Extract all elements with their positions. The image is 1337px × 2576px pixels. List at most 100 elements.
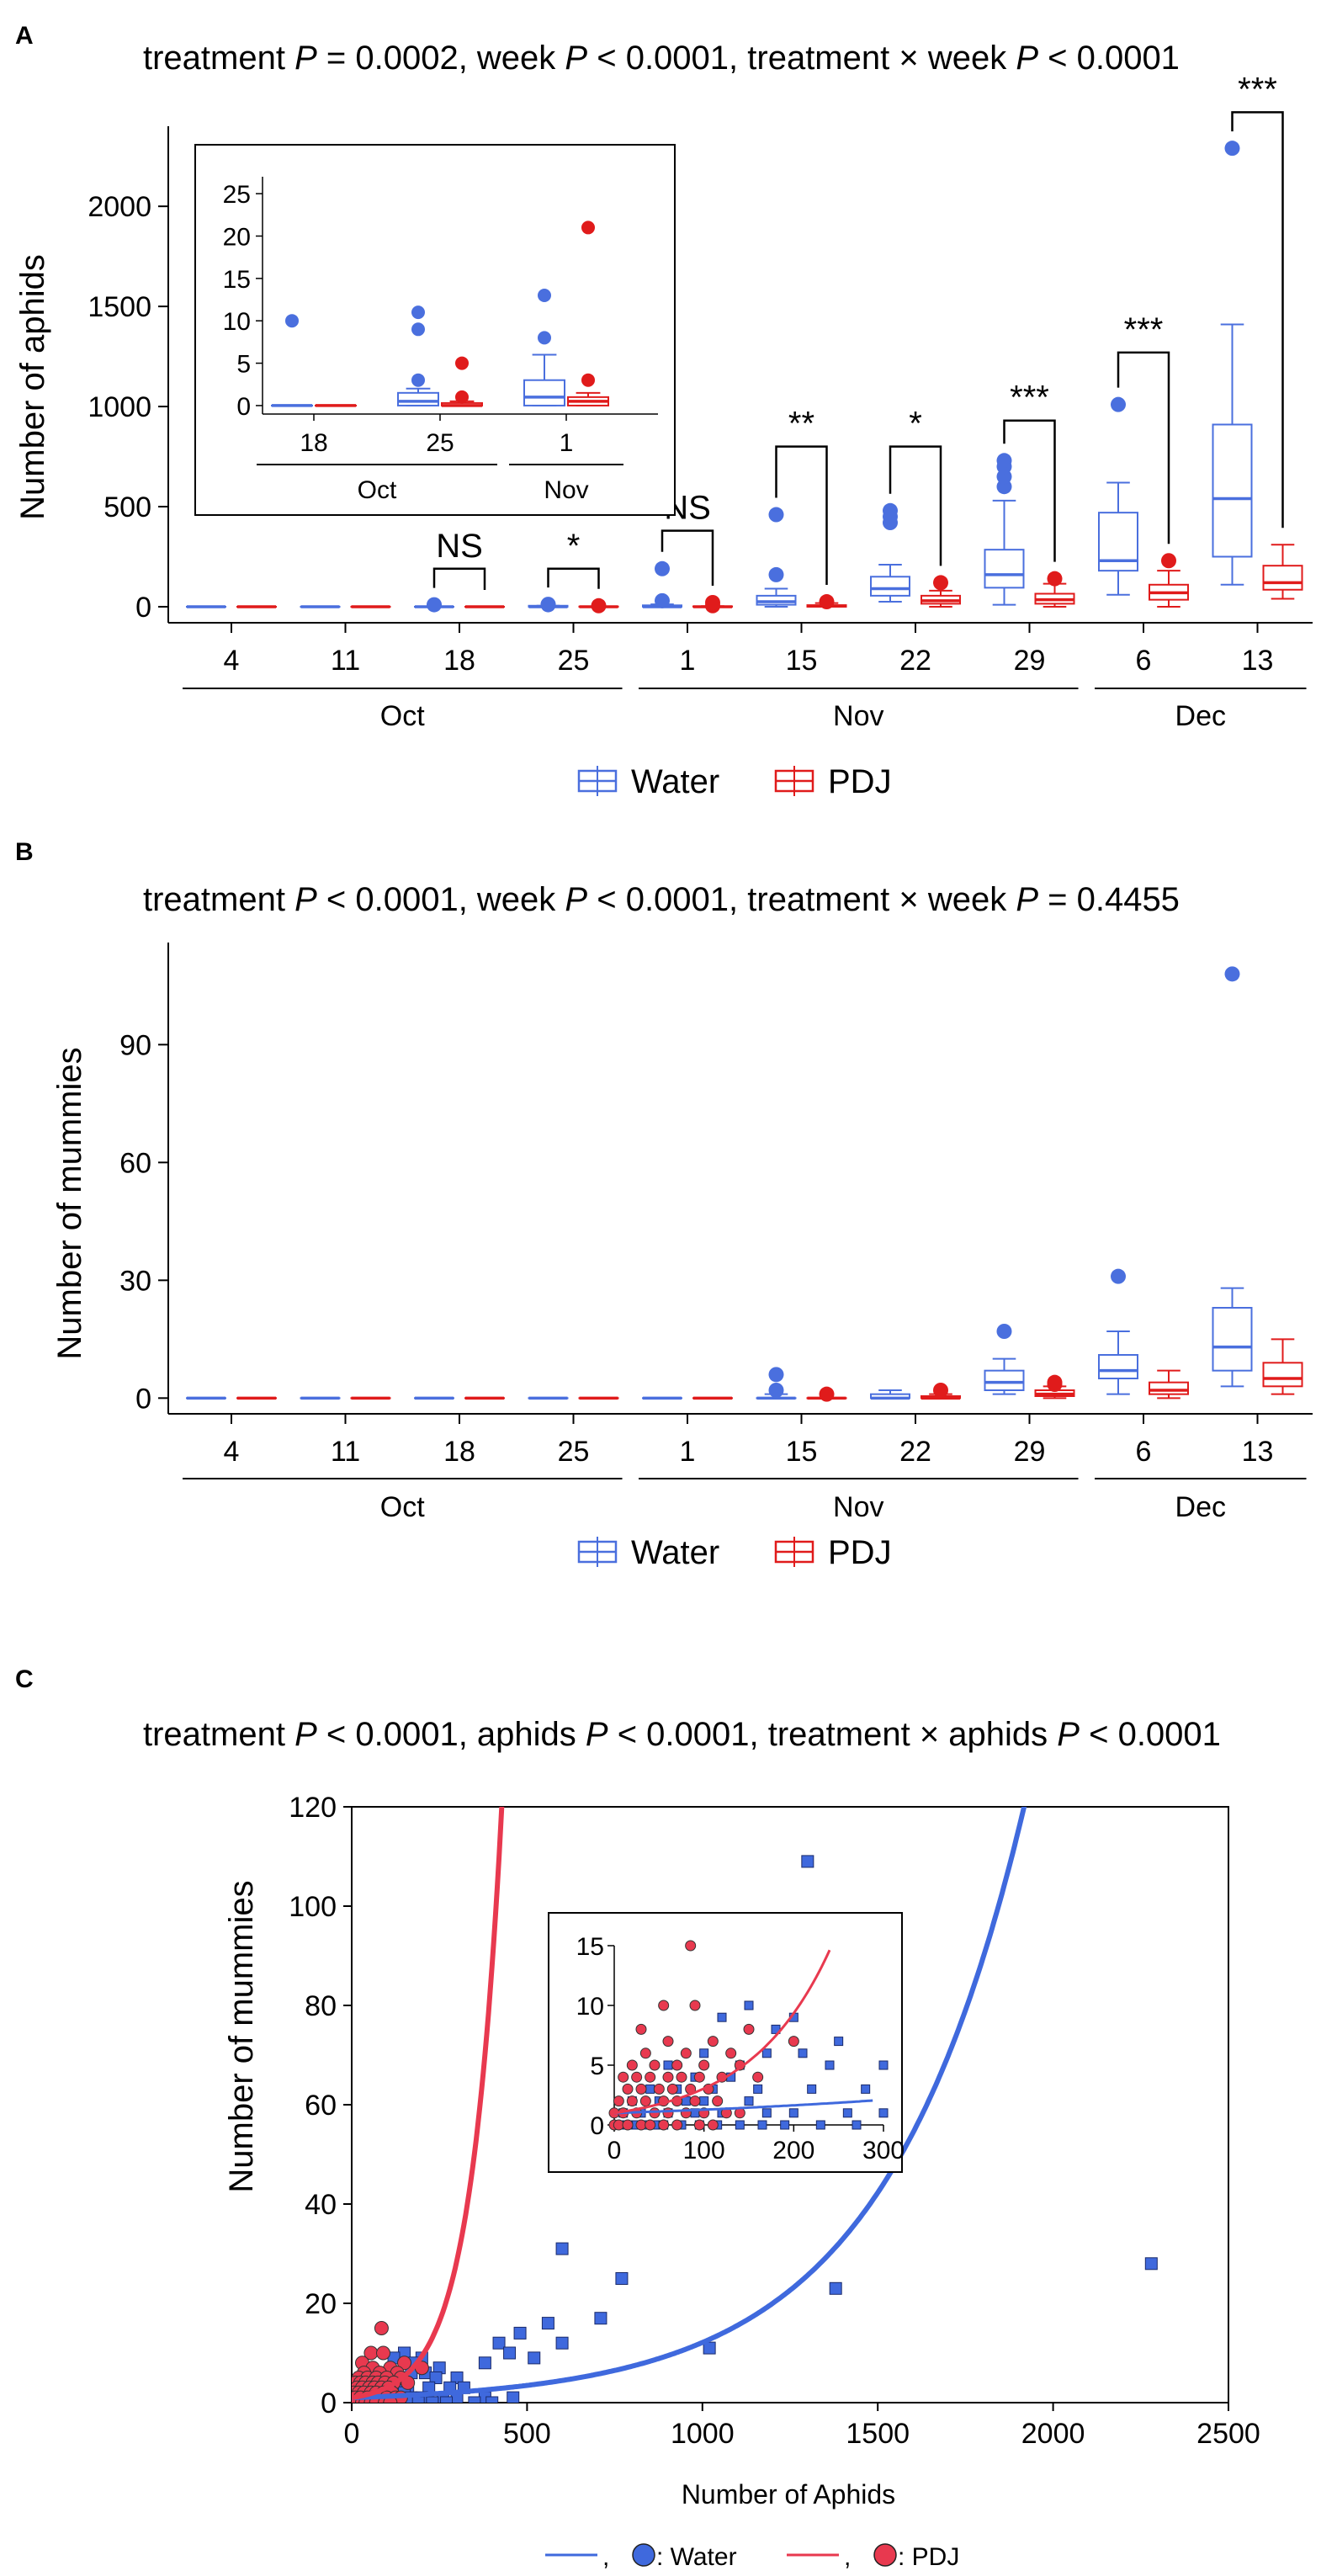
data-point (429, 2372, 443, 2384)
x-tick-label: 1500 (846, 2418, 910, 2450)
panel-c-chart: C treatment P < 0.0001, aphids P < 0.000… (15, 1665, 1260, 2571)
legend-pdj-swatch (774, 1537, 814, 1567)
x-tick-label: 25 (558, 1436, 590, 1468)
inset-y-tick-label: 20 (223, 224, 251, 252)
inset-data-point (645, 2071, 656, 2083)
inset-fit-curve-pdj (613, 1949, 831, 2115)
inset-data-point (671, 2059, 683, 2071)
y-tick-label: 60 (305, 2090, 337, 2122)
y-tick-label: 0 (135, 1383, 151, 1415)
month-label: Nov (833, 700, 883, 732)
inset-x-tick-label: 100 (683, 2137, 725, 2164)
x-tick-label: 22 (899, 1436, 931, 1468)
legend-pdj-sep: , (844, 2543, 851, 2571)
box-water (870, 1389, 910, 1400)
bracket-line (547, 567, 600, 589)
inset-data-point (631, 2071, 643, 2083)
month-label: Dec (1175, 700, 1226, 732)
box-iqr (870, 576, 910, 597)
box-iqr (397, 391, 439, 406)
inset-y-tick-label: 0 (590, 2112, 604, 2140)
x-tick-label: 6 (1136, 1436, 1152, 1468)
x-tick-label: 15 (786, 645, 818, 677)
outlier-point (768, 507, 784, 523)
outlier-point (591, 598, 607, 613)
y-tick-label: 40 (305, 2189, 337, 2221)
x-tick-label: 500 (503, 2418, 551, 2450)
inset-y-tick-label: 25 (223, 181, 251, 209)
fit-curve-pdj (352, 1807, 505, 2401)
x-tick-label: 15 (786, 1436, 818, 1468)
y-tick-label: 2000 (88, 191, 151, 223)
legend-water-swatch (577, 1537, 618, 1567)
outlier-point (581, 373, 595, 387)
data-point (615, 2272, 629, 2285)
y-tick-label: 80 (305, 1990, 337, 2022)
inset-data-point (798, 2048, 808, 2058)
inset-y-tick-label: 15 (576, 1933, 604, 1961)
box-iqr (984, 1369, 1025, 1392)
inset-box-water (523, 289, 565, 406)
significance-bracket: *** (1003, 380, 1056, 562)
data-point (1144, 2257, 1158, 2271)
month-label: Oct (380, 1491, 425, 1523)
outlier-point (1224, 141, 1240, 157)
box-pdj (1149, 1369, 1189, 1400)
inset-data-point (807, 2084, 817, 2094)
inset-y-tick-label: 10 (223, 308, 251, 336)
inset-data-point (658, 2000, 670, 2011)
y-tick-label: 120 (289, 1792, 337, 1824)
data-point (485, 2396, 499, 2403)
inset-data-point (662, 2036, 674, 2048)
outlier-point (1047, 1374, 1063, 1390)
box-pdj (1034, 571, 1075, 608)
significance-label: *** (1124, 311, 1164, 348)
data-point (374, 2321, 389, 2335)
outlier-point (538, 289, 551, 302)
data-point (478, 2356, 491, 2370)
inset-data-point (744, 2000, 754, 2010)
box-pdj (921, 575, 961, 608)
box-pdj (692, 594, 733, 613)
bracket-line (775, 445, 828, 586)
data-point (507, 2391, 520, 2403)
inset-data-point (685, 1940, 697, 1952)
panel-letter-c: C (15, 1665, 34, 1693)
inset-data-point (671, 2119, 683, 2131)
inset-data-point (878, 2108, 889, 2118)
data-point (594, 2312, 607, 2325)
box-water (642, 560, 682, 608)
month-label: Nov (833, 1491, 883, 1523)
panel-letter-b: B (15, 838, 34, 866)
inset-data-point (852, 2120, 862, 2130)
inset-y-tick-label: 5 (590, 2053, 604, 2080)
data-point (555, 2242, 569, 2255)
legend-pdj-label: PDJ (828, 763, 892, 800)
month-label: Oct (380, 700, 425, 732)
inset-data-point (635, 2023, 647, 2035)
inset-data-point (626, 2095, 638, 2107)
bracket-line (889, 445, 942, 566)
panel-a-boxes (186, 141, 1303, 613)
x-tick-label: 1000 (671, 2418, 735, 2450)
data-point (503, 2346, 517, 2360)
bracket-line (661, 529, 714, 586)
inset-data-point (861, 2084, 871, 2094)
inset-data-point (663, 2060, 673, 2070)
inset-data-point (834, 2037, 844, 2047)
box-water (1212, 966, 1253, 1388)
outlier-point (538, 331, 551, 345)
box-pdj (1034, 1374, 1075, 1400)
x-tick-label: 2000 (1021, 2418, 1085, 2450)
inset-data-point (689, 2095, 701, 2107)
x-tick-label: 13 (1242, 645, 1274, 677)
outlier-point (655, 592, 670, 608)
inset-data-point (645, 2084, 655, 2094)
y-tick-label: 60 (119, 1147, 151, 1179)
significance-bracket: NS (432, 528, 486, 590)
x-tick-label: 2500 (1196, 2418, 1260, 2450)
significance-label: * (909, 406, 922, 443)
panel-c-x-label: Number of Aphids (682, 2479, 895, 2510)
significance-bracket: * (889, 406, 942, 566)
data-point (411, 2396, 425, 2403)
